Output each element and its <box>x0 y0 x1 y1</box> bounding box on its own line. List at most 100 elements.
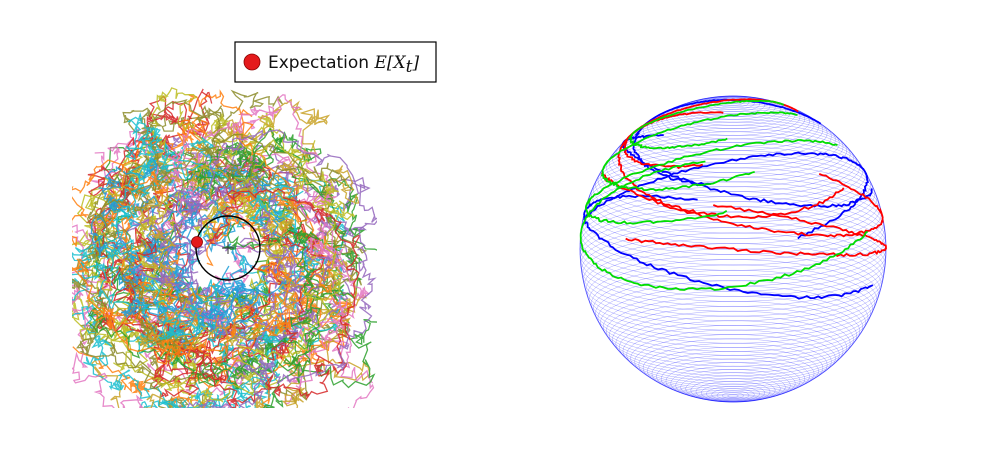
latitude-line <box>582 232 884 317</box>
sphere-trajectory <box>617 111 845 219</box>
walk-path <box>72 274 375 408</box>
latitude-line <box>711 388 755 401</box>
sphere-trajectory <box>625 204 887 258</box>
latitude-line <box>587 163 879 245</box>
sphere-trajectory <box>601 172 884 238</box>
latitude-line <box>626 113 840 173</box>
latitude-line <box>711 97 755 110</box>
walk-path <box>173 129 377 408</box>
walk-path <box>91 231 371 408</box>
latitude-line <box>584 243 882 326</box>
latitude-line <box>608 128 858 198</box>
latitude-line <box>722 392 744 399</box>
latitude-line <box>590 154 876 234</box>
latitude-line <box>585 167 881 250</box>
latitude-line <box>680 372 786 402</box>
latitude-line <box>587 253 879 335</box>
walk-path <box>72 242 241 408</box>
walk-path <box>178 131 363 390</box>
latitude-line <box>622 320 844 382</box>
latitude-line <box>626 325 840 385</box>
latitude-line <box>582 181 884 266</box>
latitude-line <box>579 201 887 287</box>
latitude-line <box>588 259 878 340</box>
latitude-line <box>595 275 871 352</box>
expectation-circle <box>195 215 261 281</box>
walk-path <box>116 189 338 340</box>
latitude-line <box>605 295 861 367</box>
latitude-line <box>590 264 876 344</box>
sphere-trajectories <box>579 98 887 300</box>
svg-text:Expectation E[Xt]: Expectation E[Xt] <box>268 53 419 77</box>
latitude-line <box>584 172 882 255</box>
legend-label-text: Expectation <box>268 53 374 73</box>
latitude-line <box>579 211 887 297</box>
latitude-line <box>597 142 869 218</box>
walk-path <box>160 188 361 408</box>
latitude-line <box>727 394 739 398</box>
latitude-line <box>583 237 883 322</box>
latitude-line <box>630 329 836 387</box>
legend-label-close: ] <box>411 53 419 73</box>
sphere-trajectory <box>579 160 869 291</box>
legend-box <box>234 41 437 83</box>
expectation-point <box>191 236 203 248</box>
latitude-line <box>647 347 819 395</box>
legend-label-math: E[X <box>373 53 406 73</box>
latitude-line <box>602 290 864 364</box>
legend-label-sub: t <box>406 57 413 77</box>
latitude-line <box>638 106 828 160</box>
walk-path <box>87 222 321 387</box>
sphere-trajectory <box>584 139 838 225</box>
sphere-trajectory <box>627 99 785 150</box>
brownian-paths-panel: Expectation E[Xt] <box>72 41 437 408</box>
latitude-line <box>615 121 851 188</box>
walk-path <box>72 112 221 343</box>
walk-path <box>162 94 370 389</box>
latitude-line <box>685 375 781 403</box>
latitude-line <box>619 118 847 183</box>
latitude-line <box>706 96 760 112</box>
latitude-line <box>615 310 851 377</box>
latitude-line <box>581 227 885 312</box>
latitude-line <box>695 381 771 403</box>
random-walk-paths <box>72 87 377 408</box>
center-plus-marker <box>222 242 234 254</box>
walk-path <box>126 135 366 304</box>
latitude-line <box>706 386 760 402</box>
latitude-line <box>638 338 828 392</box>
latitude-line <box>592 150 874 229</box>
latitude-line <box>592 269 874 348</box>
walk-path <box>151 138 356 408</box>
walk-path <box>72 159 292 365</box>
walk-path <box>79 87 238 389</box>
latitude-line <box>612 305 854 374</box>
latitude-line <box>602 134 864 208</box>
latitude-line <box>600 138 866 213</box>
walk-path <box>160 165 309 337</box>
latitude-line <box>675 369 791 402</box>
latitude-line <box>634 108 832 164</box>
walk-path <box>114 166 316 372</box>
latitude-line <box>581 186 885 271</box>
legend-marker <box>243 53 261 71</box>
latitude-line <box>634 334 832 390</box>
latitude-line <box>651 351 815 397</box>
latitude-line <box>670 97 796 133</box>
latitude-line <box>665 98 801 136</box>
latitude-line <box>700 383 766 402</box>
latitude-line <box>619 315 847 380</box>
legend: Expectation E[Xt] <box>234 41 437 83</box>
latitude-line <box>597 280 869 356</box>
latitude-line <box>675 96 791 129</box>
sphere-trajectory <box>632 98 822 186</box>
sphere-trajectory <box>600 111 798 192</box>
latitude-line <box>716 390 750 400</box>
latitude-line <box>647 103 819 151</box>
sphere-panel <box>579 95 887 403</box>
latitude-line <box>608 300 858 370</box>
walk-path <box>196 127 377 408</box>
latitude-line <box>580 196 886 282</box>
latitude-line <box>690 378 776 403</box>
